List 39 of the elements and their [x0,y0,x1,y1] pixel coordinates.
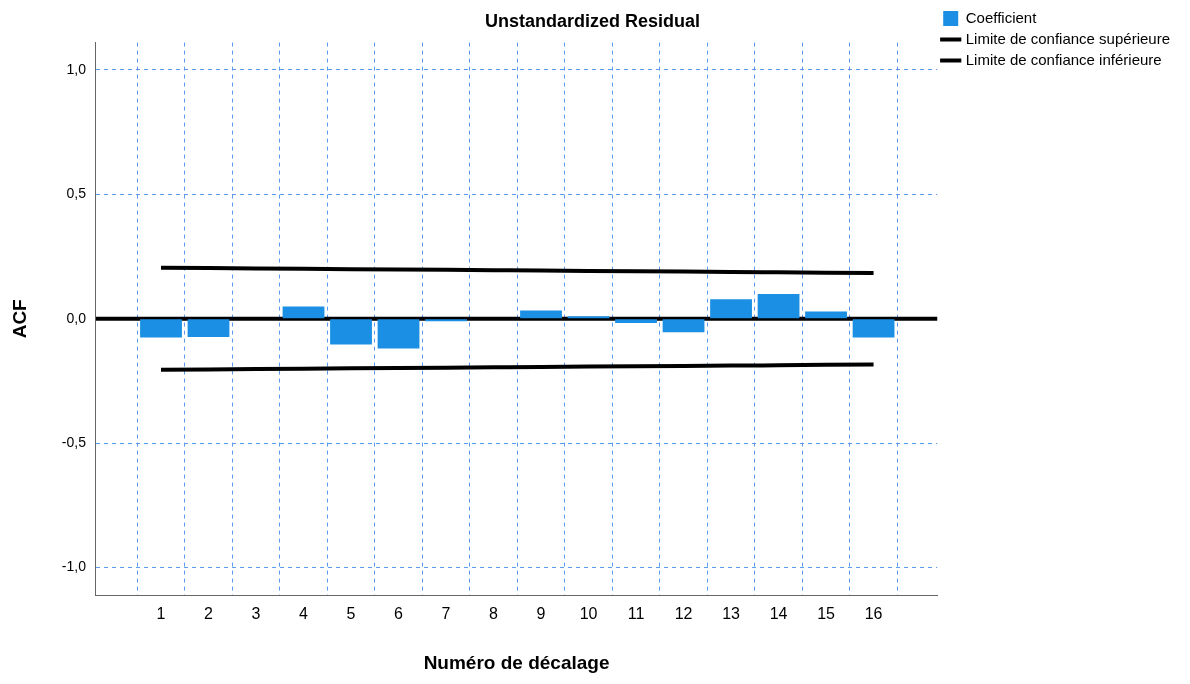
bar [805,311,847,319]
bar [520,310,562,319]
x-tick-label: 1 [156,605,166,623]
y-tick-label: -0,5 [61,434,87,451]
y-tick-label: 0,5 [66,185,87,202]
legend-label: Coefficient [965,8,1038,26]
x-tick-label: 6 [394,605,404,623]
chart-title: Unstandardized Residual [484,10,701,31]
x-tick-label: 15 [817,605,836,623]
y-tick-label: 1,0 [66,60,87,77]
x-tick-label: 12 [674,605,693,623]
x-tick-label: 5 [346,605,356,623]
bar [615,319,657,324]
legend-label: Limite de confiance inférieure [965,50,1162,68]
bar [662,319,705,333]
bar [710,299,752,319]
x-tick-label: 7 [441,605,451,623]
bar [187,319,230,337]
x-tick-label: 11 [627,605,645,623]
legend-label: Limite de confiance supérieure [965,29,1171,47]
x-axis-title: Numéro de décalage [423,651,610,673]
x-tick-label: 10 [579,605,598,623]
x-tick-label: 8 [489,605,499,623]
bar [757,293,800,319]
x-tick-label: 9 [536,605,546,623]
bar [282,306,325,319]
bar [852,319,895,338]
y-axis-title: ACF [8,299,30,339]
y-tick-label: 0,0 [66,309,87,326]
bar [140,319,182,338]
x-tick-label: 4 [299,605,309,623]
x-tick-label: 14 [769,605,788,623]
y-tick-label: -1,0 [61,558,87,575]
x-tick-label: 16 [864,605,883,623]
bar [377,319,420,349]
bar [330,319,372,345]
x-tick-label: 13 [722,605,741,623]
x-tick-label: 2 [204,605,214,623]
x-tick-label: 3 [251,605,261,623]
